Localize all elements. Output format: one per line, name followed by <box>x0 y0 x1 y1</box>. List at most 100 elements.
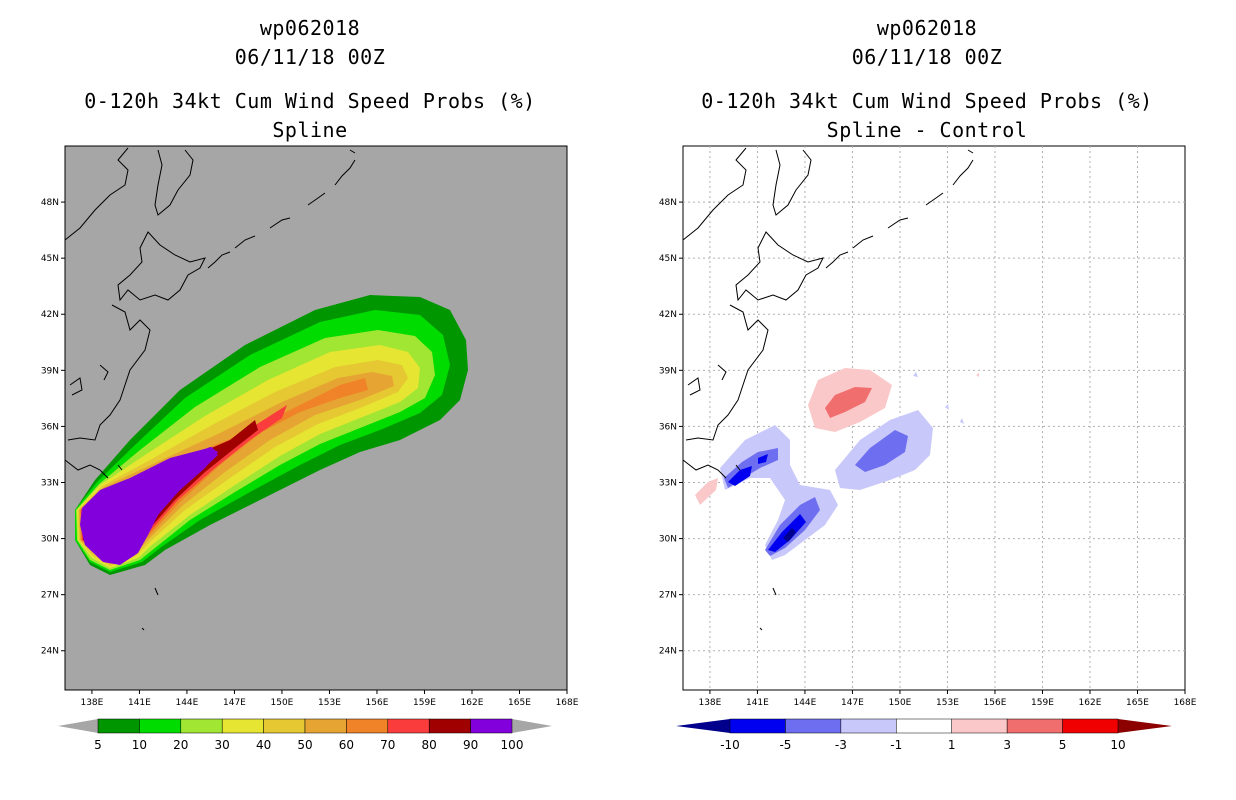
diff-neg-3-c <box>855 430 908 472</box>
colorbar-swatch <box>180 718 223 734</box>
y-tick-label: 48N <box>659 198 677 208</box>
colorbar-swatch <box>428 718 471 734</box>
diff-speck-3 <box>960 418 964 424</box>
colorbar-right-arrow <box>512 719 552 733</box>
diff-neg-5-b <box>768 514 806 552</box>
colorbar-label: 5 <box>94 738 102 752</box>
colorbar-swatch <box>346 718 389 734</box>
left-probability-contours <box>75 295 468 575</box>
diff-pos-1-b <box>695 478 718 505</box>
y-tick-label: 45N <box>41 254 59 264</box>
right-title-line3: 0-120h 34kt Cum Wind Speed Probs (%) <box>701 89 1153 113</box>
y-tick-label: 36N <box>659 422 677 432</box>
colorbar-label: 30 <box>215 738 230 752</box>
colorbar-label: -5 <box>779 738 791 752</box>
x-tick-label: 138E <box>80 698 103 708</box>
colorbar-swatch <box>840 718 897 734</box>
colorbar-swatch <box>263 718 306 734</box>
right-title-line1: wp062018 <box>876 16 978 40</box>
colorbar-label: 90 <box>463 738 478 752</box>
colorbar-label: -10 <box>720 738 740 752</box>
diff-pos-3 <box>825 387 872 418</box>
diff-neg-5-a <box>728 466 752 486</box>
colorbar-label: 60 <box>339 738 354 752</box>
diff-neg-5-c <box>758 454 768 464</box>
y-tick-label: 45N <box>659 254 677 264</box>
x-tick-label: 141E <box>128 698 151 708</box>
y-tick-label: 36N <box>41 422 59 432</box>
x-tick-label: 162E <box>461 698 484 708</box>
left-title-line2: 06/11/18 00Z <box>234 45 386 69</box>
right-map-background <box>682 145 1186 691</box>
colorbar-swatch <box>97 718 140 734</box>
diff-speck-2 <box>945 404 949 410</box>
colorbar-right-arrow <box>1118 719 1172 733</box>
contour-100 <box>80 447 218 565</box>
y-tick-label: 42N <box>659 310 677 320</box>
x-tick-label: 147E <box>841 698 864 708</box>
colorbar-label: 10 <box>1110 738 1125 752</box>
right-coastline <box>682 147 974 631</box>
y-tick-label: 27N <box>41 591 59 601</box>
colorbar-swatch <box>304 718 347 734</box>
y-tick-label: 27N <box>659 591 677 601</box>
x-tick-label: 156E <box>366 698 389 708</box>
colorbar-label: 10 <box>132 738 147 752</box>
x-tick-label: 144E <box>175 698 198 708</box>
right-difference-contours <box>695 368 979 560</box>
x-tick-label: 165E <box>508 698 531 708</box>
colorbar-swatch <box>387 718 430 734</box>
colorbar-swatch <box>470 718 513 734</box>
y-tick-label: 24N <box>659 647 677 657</box>
diff-neg-10 <box>783 528 796 542</box>
right-title-line2: 06/11/18 00Z <box>851 45 1003 69</box>
left-title-line3: 0-120h 34kt Cum Wind Speed Probs (%) <box>84 89 536 113</box>
y-tick-label: 30N <box>41 535 59 545</box>
diff-speck-1 <box>913 372 918 377</box>
colorbar-swatch <box>951 718 1008 734</box>
x-tick-label: 165E <box>1126 698 1149 708</box>
colorbar-label: -3 <box>835 738 847 752</box>
colorbar-label: 20 <box>173 738 188 752</box>
colorbar-swatch <box>1006 718 1063 734</box>
x-tick-label: 150E <box>271 698 294 708</box>
x-tick-label: 138E <box>698 698 721 708</box>
colorbar-label: 5 <box>1059 738 1067 752</box>
colorbar-label: 50 <box>297 738 312 752</box>
x-tick-label: 141E <box>746 698 769 708</box>
colorbar-label: 80 <box>422 738 437 752</box>
colorbar-label: 70 <box>380 738 395 752</box>
x-tick-label: 147E <box>223 698 246 708</box>
colorbar-swatch <box>896 718 952 734</box>
colorbar-left-arrow <box>676 719 730 733</box>
y-tick-label: 33N <box>659 478 677 488</box>
left-title-line4: Spline <box>272 118 348 142</box>
colorbar-left-arrow <box>58 719 98 733</box>
x-tick-label: 144E <box>793 698 816 708</box>
left-coastline <box>64 147 356 631</box>
right-title-line4: Spline - Control <box>826 118 1028 142</box>
y-tick-label: 48N <box>41 198 59 208</box>
x-tick-label: 159E <box>1031 698 1054 708</box>
colorbar-swatch <box>729 718 786 734</box>
y-tick-label: 33N <box>41 478 59 488</box>
x-tick-label: 153E <box>936 698 959 708</box>
right-gridlines <box>683 146 1185 690</box>
x-tick-label: 168E <box>556 698 579 708</box>
colorbar-swatch <box>785 718 842 734</box>
colorbar-swatch <box>139 718 182 734</box>
x-tick-label: 159E <box>413 698 436 708</box>
colorbar-swatch <box>221 718 264 734</box>
colorbar-label: 1 <box>948 738 956 752</box>
y-tick-label: 39N <box>41 366 59 376</box>
diff-speck-4 <box>976 373 979 377</box>
y-tick-label: 42N <box>41 310 59 320</box>
colorbar-label: 3 <box>1003 738 1011 752</box>
colorbar-swatch <box>1062 718 1119 734</box>
colorbar-label: -1 <box>890 738 902 752</box>
x-tick-label: 168E <box>1174 698 1197 708</box>
x-tick-label: 150E <box>889 698 912 708</box>
